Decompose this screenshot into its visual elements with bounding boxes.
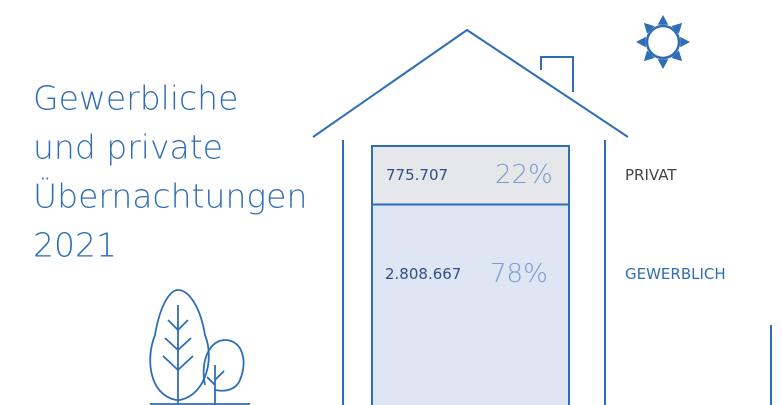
bar-segment — [371, 203, 570, 405]
trees — [149, 289, 250, 405]
sun-ray — [636, 36, 646, 48]
sun-ray — [680, 36, 690, 48]
sun-ray — [657, 59, 669, 69]
title-line: Übernachtungen — [33, 177, 307, 216]
title-line: Gewerbliche — [33, 79, 238, 118]
value-label: 2.808.667 — [385, 265, 461, 283]
chimney — [540, 56, 574, 92]
title-line: 2021 — [33, 226, 117, 265]
sun-ray — [657, 15, 669, 25]
sun-ray — [643, 50, 655, 62]
roof — [312, 28, 629, 138]
sun-ray — [643, 22, 655, 34]
value-label: 775.707 — [386, 166, 448, 184]
title-line: und private — [33, 128, 223, 167]
share-label: 22% — [495, 160, 553, 190]
bar-segment — [371, 145, 570, 206]
legend-label: PRIVAT — [625, 166, 677, 184]
title: Gewerbliche und private Übernachtungen 2021 — [33, 79, 307, 265]
share-label: 78% — [490, 259, 548, 289]
legend-label: GEWERBLICH — [625, 265, 726, 283]
sun-ray — [671, 22, 683, 34]
house-outline — [312, 28, 772, 405]
sun-ray — [671, 50, 683, 62]
sun — [636, 15, 690, 69]
